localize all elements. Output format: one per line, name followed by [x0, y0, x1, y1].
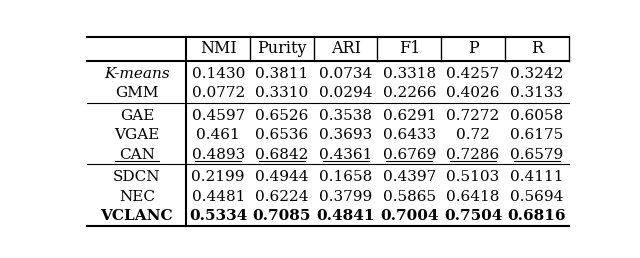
Text: 0.5103: 0.5103	[446, 171, 500, 184]
Text: F1: F1	[399, 40, 420, 57]
Text: 0.3799: 0.3799	[319, 190, 372, 204]
Text: 0.6769: 0.6769	[383, 148, 436, 162]
Text: 0.3693: 0.3693	[319, 128, 372, 142]
Text: 0.7004: 0.7004	[380, 209, 438, 223]
Text: 0.6058: 0.6058	[510, 109, 563, 123]
Text: VGAE: VGAE	[114, 128, 159, 142]
Text: 0.72: 0.72	[456, 128, 490, 142]
Text: 0.3133: 0.3133	[510, 86, 563, 100]
Text: 0.0294: 0.0294	[319, 86, 372, 100]
Text: Purity: Purity	[257, 40, 307, 57]
Text: 0.4397: 0.4397	[383, 171, 436, 184]
Text: 0.7272: 0.7272	[446, 109, 500, 123]
Text: 0.6433: 0.6433	[383, 128, 436, 142]
Text: ARI: ARI	[331, 40, 360, 57]
Text: CAN: CAN	[119, 148, 155, 162]
Text: R: R	[531, 40, 543, 57]
Text: 0.2266: 0.2266	[383, 86, 436, 100]
Text: 0.4481: 0.4481	[191, 190, 245, 204]
Text: GMM: GMM	[115, 86, 159, 100]
Text: 0.0772: 0.0772	[191, 86, 245, 100]
Text: 0.7504: 0.7504	[444, 209, 502, 223]
Text: 0.6579: 0.6579	[510, 148, 563, 162]
Text: 0.6224: 0.6224	[255, 190, 308, 204]
Text: 0.6175: 0.6175	[510, 128, 563, 142]
Text: 0.6536: 0.6536	[255, 128, 308, 142]
Text: 0.5865: 0.5865	[383, 190, 436, 204]
Text: P: P	[468, 40, 478, 57]
Text: 0.1430: 0.1430	[191, 67, 245, 81]
Text: K-means: K-means	[104, 67, 170, 81]
Text: 0.3242: 0.3242	[510, 67, 563, 81]
Text: NMI: NMI	[200, 40, 237, 57]
Text: 0.3538: 0.3538	[319, 109, 372, 123]
Text: 0.1658: 0.1658	[319, 171, 372, 184]
Text: 0.461: 0.461	[196, 128, 240, 142]
Text: 0.6842: 0.6842	[255, 148, 308, 162]
Text: GAE: GAE	[120, 109, 154, 123]
Text: 0.6526: 0.6526	[255, 109, 308, 123]
Text: 0.7286: 0.7286	[446, 148, 500, 162]
Text: 0.7085: 0.7085	[253, 209, 311, 223]
Text: VCLANC: VCLANC	[100, 209, 173, 223]
Text: 0.3318: 0.3318	[383, 67, 436, 81]
Text: 0.5334: 0.5334	[189, 209, 248, 223]
Text: 0.4361: 0.4361	[319, 148, 372, 162]
Text: 0.0734: 0.0734	[319, 67, 372, 81]
Text: 0.4257: 0.4257	[446, 67, 500, 81]
Text: 0.5694: 0.5694	[510, 190, 563, 204]
Text: 0.4944: 0.4944	[255, 171, 308, 184]
Text: 0.6291: 0.6291	[383, 109, 436, 123]
Text: 0.4026: 0.4026	[446, 86, 500, 100]
Text: NEC: NEC	[119, 190, 155, 204]
Text: 0.2199: 0.2199	[191, 171, 245, 184]
Text: 0.4597: 0.4597	[191, 109, 245, 123]
Text: 0.4111: 0.4111	[510, 171, 563, 184]
Text: 0.3310: 0.3310	[255, 86, 308, 100]
Text: 0.6816: 0.6816	[508, 209, 566, 223]
Text: 0.6418: 0.6418	[446, 190, 500, 204]
Text: 0.4893: 0.4893	[191, 148, 245, 162]
Text: 0.3811: 0.3811	[255, 67, 308, 81]
Text: 0.4841: 0.4841	[316, 209, 375, 223]
Text: SDCN: SDCN	[113, 171, 161, 184]
